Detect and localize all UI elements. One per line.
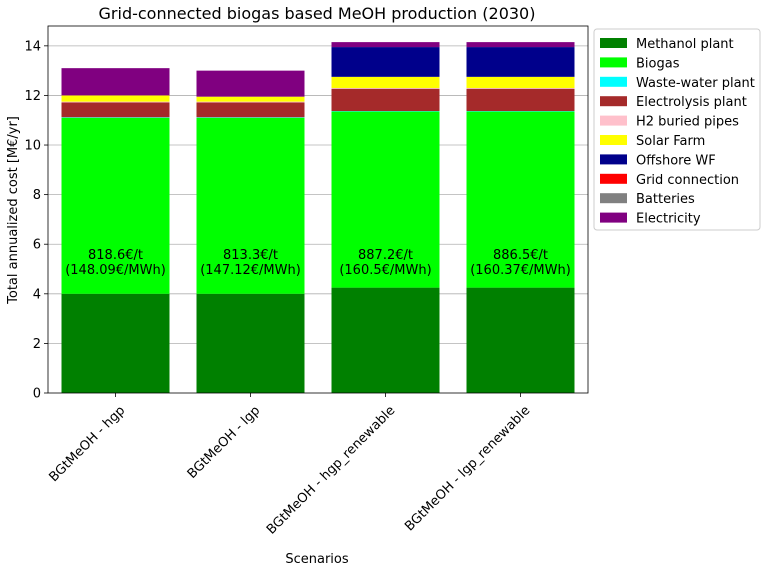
y-tick-label: 10 — [24, 139, 41, 154]
bar-label-cost-per-ton: 813.3€/t — [223, 248, 278, 263]
legend-box — [593, 28, 761, 231]
y-tick-label: 8 — [33, 188, 41, 203]
legend-swatch — [600, 96, 627, 107]
legend-swatch — [600, 154, 627, 165]
x-tick-label: BGtMeOH - lgp_renewable — [402, 403, 533, 534]
y-tick-label: 4 — [33, 287, 41, 302]
legend-entry: Grid connection — [636, 173, 739, 188]
legend: Methanol plant Biogas Waste-water plant Ele… — [593, 28, 761, 231]
bar-segment — [331, 88, 440, 112]
bar-segment — [61, 293, 170, 393]
bar-segment — [196, 96, 305, 102]
bar-segment — [331, 87, 440, 89]
chart-title: Grid-connected biogas based MeOH product… — [99, 4, 536, 23]
bar-segment — [61, 68, 170, 96]
bar-segment — [466, 76, 575, 88]
legend-swatch — [600, 193, 627, 204]
bar-label-cost-per-ton: 818.6€/t — [88, 248, 143, 263]
legend-entry: Electrolysis plant — [636, 95, 747, 110]
bar-segment — [196, 102, 305, 118]
bar-segment — [61, 101, 170, 103]
bar-labels: 818.6€/t(148.09€/MWh) 813.3€/t(147.12€/MW… — [65, 248, 571, 278]
y-tick-label: 14 — [24, 39, 41, 54]
bar-label-cost-per-mwh: (147.12€/MWh) — [200, 263, 301, 278]
legend-entry: Solar Farm — [636, 134, 705, 149]
bar-segment — [61, 102, 170, 118]
legend-swatch — [600, 212, 627, 223]
plot-frame — [47, 25, 589, 394]
legend-swatch — [600, 38, 627, 48]
x-axis-label: Scenarios — [285, 552, 349, 567]
bar-label-cost-per-mwh: (160.37€/MWh) — [470, 263, 571, 278]
legend-entry: Waste-water plant — [636, 76, 755, 91]
legend-swatch — [600, 57, 627, 68]
bar-segment — [331, 287, 440, 393]
bar-segment — [196, 117, 305, 294]
bar-label-cost-per-mwh: (148.09€/MWh) — [65, 263, 166, 278]
bar-segment — [466, 88, 575, 112]
y-tick-label: 6 — [33, 238, 41, 253]
bar-segment — [466, 42, 575, 48]
bar-segment — [466, 47, 575, 77]
bar-segment — [466, 287, 575, 393]
bar-label-cost-per-ton: 886.5€/t — [493, 248, 548, 263]
bar-segment — [331, 42, 440, 48]
legend-entry: Electricity — [636, 212, 701, 227]
legend-entry: Methanol plant — [636, 37, 734, 52]
bar-segment — [331, 111, 440, 288]
legend-entry: Offshore WF — [636, 153, 716, 168]
x-tick-label: BGtMeOH - hgp_renewable — [264, 403, 398, 537]
bar-segment — [466, 87, 575, 89]
y-axis-label: Total annualized cost [M€/yr] — [6, 116, 21, 305]
bar-segment — [196, 70, 305, 97]
y-tick-label: 2 — [33, 337, 41, 352]
bar-segment — [331, 47, 440, 77]
bar-segment — [196, 293, 305, 393]
x-tick-label: BGtMeOH - lgp — [185, 403, 264, 482]
legend-entry: Biogas — [636, 56, 680, 71]
legend-entry: Batteries — [636, 192, 695, 207]
bar-segment — [61, 117, 170, 294]
bar-segment — [331, 76, 440, 88]
legend-swatch — [600, 76, 627, 87]
bar-label-cost-per-mwh: (160.5€/MWh) — [339, 263, 431, 278]
legend-entry: H2 buried pipes — [636, 115, 739, 130]
legend-swatch — [600, 115, 627, 126]
legend-swatch — [600, 135, 627, 145]
bar-segment — [61, 95, 170, 102]
bar-label-cost-per-ton: 887.2€/t — [358, 248, 413, 263]
bar-segment — [196, 101, 305, 103]
y-tick-label: 12 — [24, 89, 41, 104]
bar-segment — [466, 111, 575, 288]
y-tick-label: 0 — [33, 387, 41, 402]
bars — [61, 42, 575, 393]
legend-swatch — [600, 173, 627, 184]
x-tick-label: BGtMeOH - hgp — [46, 403, 128, 485]
